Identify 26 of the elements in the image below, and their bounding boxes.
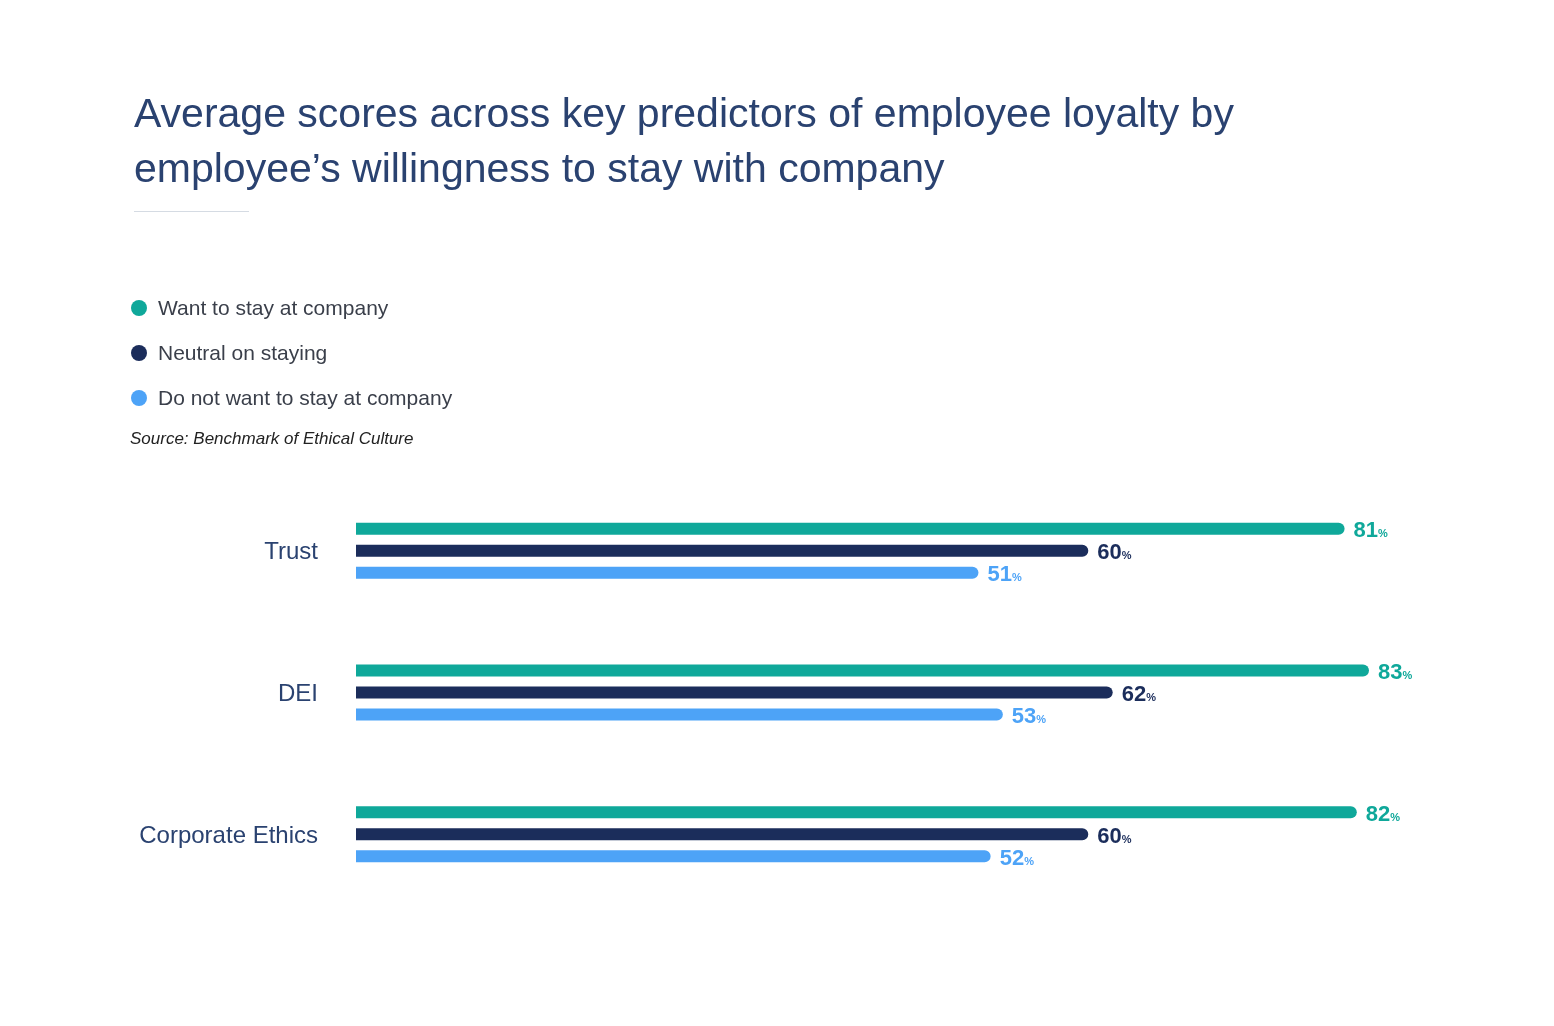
data-label: 52% [999,844,1035,870]
bar [356,828,1089,841]
bar [356,708,1003,721]
data-label: 81% [1353,517,1389,543]
data-label: 51% [987,561,1022,587]
bar [356,566,979,579]
data-label: 60% [1097,539,1132,565]
bar [356,850,991,863]
y-tick-label: DEI [277,678,318,706]
source-note: Source: Benchmark of Ethical Culture [130,429,414,449]
data-label: 62% [1121,680,1157,706]
chart-title: Average scores across key predictors of employee loyalty by employee’s willingness to stay with company [134,89,1235,193]
bar [356,544,1089,557]
legend-label: Want to stay at company [158,295,389,320]
data-label: 83% [1378,658,1413,684]
data-label: 82% [1365,800,1401,826]
y-tick-label: Trust [264,537,319,565]
bar [356,686,1113,699]
data-label: 53% [1011,702,1047,728]
bar [356,806,1357,819]
legend-label: Neutral on staying [158,340,328,365]
bar [356,522,1345,535]
data-label: 60% [1097,822,1132,848]
legend-label: Do not want to stay at company [158,385,453,410]
bar [356,664,1369,677]
y-tick-label: Corporate Ethics [139,820,318,848]
